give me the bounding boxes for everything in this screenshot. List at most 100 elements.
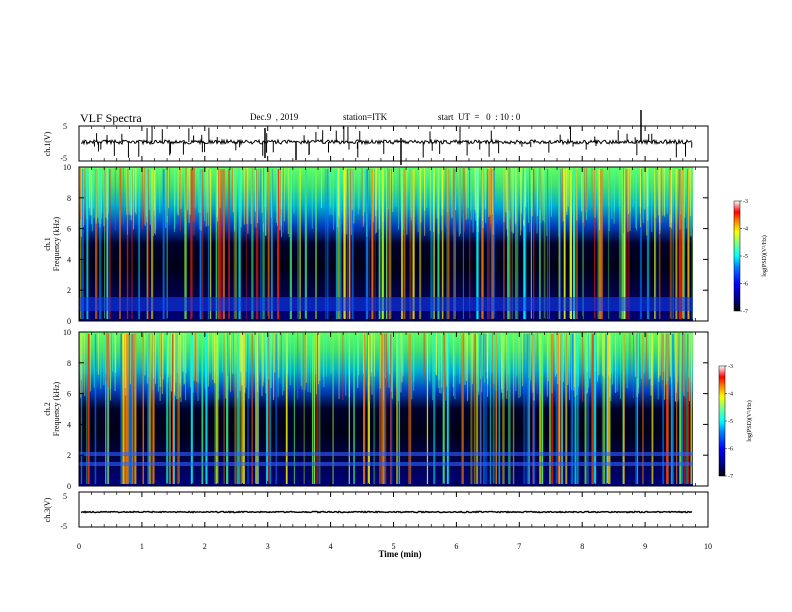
upper-band-speckle	[148, 168, 150, 210]
sferic-streak	[348, 169, 351, 319]
upper-band-speckle	[441, 168, 443, 216]
upper-band-speckle	[195, 333, 197, 393]
sferic-streak	[80, 169, 82, 319]
upper-band-speckle	[103, 168, 105, 227]
sferic-streak	[270, 169, 273, 319]
upper-band-speckle	[124, 333, 126, 388]
sferic-streak	[205, 334, 208, 484]
upper-band-speckle	[391, 333, 393, 400]
upper-band-speckle	[305, 333, 307, 383]
upper-band-speckle	[166, 168, 168, 216]
upper-band-speckle	[452, 168, 454, 235]
sferic-streak	[373, 334, 376, 484]
upper-band-speckle	[144, 333, 146, 376]
upper-band-speckle	[170, 333, 172, 375]
upper-band-speckle	[679, 168, 681, 215]
upper-band-speckle	[162, 333, 164, 380]
upper-band-speckle	[159, 333, 161, 378]
upper-band-speckle	[180, 168, 182, 209]
upper-band-speckle	[385, 333, 387, 388]
upper-band-speckle	[245, 333, 247, 388]
freq-tick-label: 0	[67, 482, 71, 491]
upper-band-speckle	[478, 168, 480, 218]
sferic-streak	[447, 169, 450, 319]
upper-band-speckle	[288, 168, 290, 237]
sferic-streak	[502, 334, 505, 484]
sferic-streak	[124, 334, 127, 484]
upper-band-speckle	[369, 333, 371, 402]
upper-band-speckle	[154, 168, 156, 234]
sferic-streak	[184, 169, 187, 319]
upper-band-speckle	[338, 333, 340, 399]
upper-band-speckle	[640, 333, 642, 379]
upper-band-speckle	[637, 333, 639, 394]
sferic-streak	[585, 334, 587, 484]
upper-band-speckle	[108, 333, 110, 389]
upper-band-speckle	[583, 168, 585, 227]
upper-band-speckle	[671, 333, 673, 384]
upper-band-speckle	[213, 333, 215, 384]
ch1-1khz-band	[79, 297, 693, 311]
upper-band-speckle	[524, 168, 526, 207]
upper-band-speckle	[218, 168, 220, 236]
upper-band-speckle	[186, 168, 188, 221]
upper-band-speckle	[667, 333, 669, 382]
upper-band-speckle	[387, 168, 389, 208]
upper-band-speckle	[192, 168, 194, 221]
upper-band-speckle	[218, 333, 220, 400]
upper-band-speckle	[467, 168, 469, 208]
sferic-streak	[541, 334, 544, 484]
upper-band-speckle	[513, 168, 515, 233]
sferic-streak	[100, 169, 102, 319]
sferic-streak	[426, 334, 429, 484]
upper-band-speckle	[420, 168, 422, 223]
upper-band-speckle	[458, 168, 460, 237]
sferic-streak	[314, 334, 316, 484]
upper-band-speckle	[410, 168, 412, 210]
sferic-streak	[678, 169, 681, 319]
sferic-streak	[134, 334, 137, 484]
ch3-waveform-panel: 5 -5 ch.3(V)	[43, 491, 709, 531]
upper-band-speckle	[606, 333, 608, 379]
upper-band-speckle	[632, 168, 634, 207]
sferic-streak	[223, 334, 225, 484]
sferic-streak	[315, 169, 317, 319]
upper-band-speckle	[536, 333, 538, 394]
sferic-streak	[437, 169, 440, 319]
upper-band-speckle	[385, 333, 387, 379]
sferic-streak	[106, 169, 109, 319]
sferic-streak	[215, 334, 219, 484]
upper-band-speckle	[91, 168, 93, 216]
upper-band-speckle	[254, 168, 256, 212]
upper-band-speckle	[280, 333, 282, 373]
upper-band-speckle	[611, 168, 613, 220]
sferic-streak	[149, 334, 152, 484]
upper-band-speckle	[167, 168, 169, 208]
sferic-streak	[557, 334, 560, 484]
upper-band-speckle	[174, 333, 176, 397]
upper-band-speckle	[522, 333, 524, 387]
sferic-streak	[255, 334, 257, 484]
upper-band-speckle	[179, 333, 181, 398]
upper-band-speckle	[664, 168, 666, 217]
ch1-spectrogram-background	[79, 167, 708, 321]
upper-band-speckle	[215, 333, 217, 373]
sferic-streak	[201, 169, 204, 319]
sferic-streak	[173, 334, 175, 484]
upper-band-speckle	[438, 168, 440, 235]
upper-band-speckle	[263, 333, 265, 379]
sferic-streak	[222, 169, 225, 319]
ch2-freq-label-line1: ch.2	[43, 402, 52, 416]
sferic-streak	[312, 334, 315, 484]
upper-band-speckle	[502, 333, 504, 399]
upper-band-speckle	[128, 168, 130, 215]
upper-band-speckle	[518, 333, 520, 398]
upper-band-speckle	[100, 168, 102, 219]
upper-band-speckle	[533, 333, 535, 401]
freq-tick-label: 0	[67, 317, 71, 326]
upper-band-speckle	[105, 168, 107, 218]
upper-band-speckle	[691, 333, 693, 391]
upper-band-speckle	[388, 333, 390, 388]
upper-band-speckle	[372, 168, 374, 222]
time-tick-label: 10	[704, 542, 712, 551]
